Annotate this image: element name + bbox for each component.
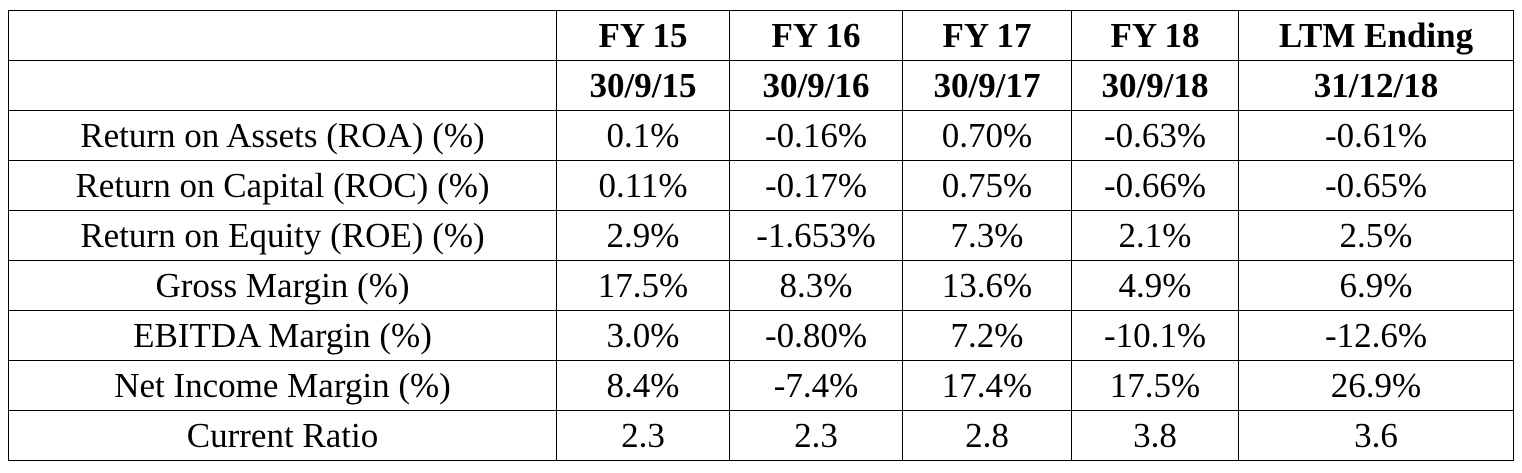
table-cell: 6.9% (1238, 260, 1514, 311)
table-cell: 17.5% (1071, 360, 1239, 411)
table-cell: 0.11% (556, 160, 730, 211)
table-cell: 2.3 (556, 410, 730, 461)
row-label: Gross Margin (%) (8, 260, 557, 311)
table-cell: 2.8 (902, 410, 1072, 461)
table-cell: 2.3 (729, 410, 903, 461)
header-row-date: 30/9/15 30/9/16 30/9/17 30/9/18 31/12/18 (8, 60, 1514, 111)
table-cell: 2.1% (1071, 210, 1239, 261)
table-cell: -7.4% (729, 360, 903, 411)
table-cell: 13.6% (902, 260, 1072, 311)
table-cell: 3.8 (1071, 410, 1239, 461)
row-label: Net Income Margin (%) (8, 360, 557, 411)
header-fy16: FY 16 (729, 10, 903, 61)
header-fy15: FY 15 (556, 10, 730, 61)
table-cell: 17.5% (556, 260, 730, 311)
row-label: Return on Capital (ROC) (%) (8, 160, 557, 211)
table-cell: 2.9% (556, 210, 730, 261)
table-cell: -0.63% (1071, 110, 1239, 161)
header-fy18: FY 18 (1071, 10, 1239, 61)
table-row: Return on Capital (ROC) (%) 0.11% -0.17%… (8, 160, 1514, 211)
row-label: Return on Assets (ROA) (%) (8, 110, 557, 161)
header-row-period: FY 15 FY 16 FY 17 FY 18 LTM Ending (8, 10, 1514, 61)
table-row: Current Ratio 2.3 2.3 2.8 3.8 3.6 (8, 410, 1514, 461)
header-date-fy17: 30/9/17 (902, 60, 1072, 111)
table-row: EBITDA Margin (%) 3.0% -0.80% 7.2% -10.1… (8, 310, 1514, 361)
table-row: Return on Assets (ROA) (%) 0.1% -0.16% 0… (8, 110, 1514, 161)
table-cell: -1.653% (729, 210, 903, 261)
table-cell: 7.3% (902, 210, 1072, 261)
table-row: Return on Equity (ROE) (%) 2.9% -1.653% … (8, 210, 1514, 261)
table-cell: -0.61% (1238, 110, 1514, 161)
financial-ratios-table: FY 15 FY 16 FY 17 FY 18 LTM Ending 30/9/… (8, 10, 1514, 461)
header-date-ltm: 31/12/18 (1238, 60, 1514, 111)
table-cell: 26.9% (1238, 360, 1514, 411)
table-cell: 8.4% (556, 360, 730, 411)
header-ltm: LTM Ending (1238, 10, 1514, 61)
header-corner-cell (8, 10, 557, 61)
table-cell: -0.16% (729, 110, 903, 161)
table-cell: -0.80% (729, 310, 903, 361)
table-cell: 3.0% (556, 310, 730, 361)
header-corner-cell-2 (8, 60, 557, 111)
table-cell: 0.70% (902, 110, 1072, 161)
row-label: Current Ratio (8, 410, 557, 461)
table-cell: 0.1% (556, 110, 730, 161)
table-cell: -10.1% (1071, 310, 1239, 361)
table-row: Net Income Margin (%) 8.4% -7.4% 17.4% 1… (8, 360, 1514, 411)
table-cell: 2.5% (1238, 210, 1514, 261)
table-row: Gross Margin (%) 17.5% 8.3% 13.6% 4.9% 6… (8, 260, 1514, 311)
table-cell: 7.2% (902, 310, 1072, 361)
row-label: EBITDA Margin (%) (8, 310, 557, 361)
table-cell: 8.3% (729, 260, 903, 311)
table-cell: 17.4% (902, 360, 1072, 411)
header-date-fy18: 30/9/18 (1071, 60, 1239, 111)
header-date-fy15: 30/9/15 (556, 60, 730, 111)
table-cell: 0.75% (902, 160, 1072, 211)
table-cell: -0.65% (1238, 160, 1514, 211)
row-label: Return on Equity (ROE) (%) (8, 210, 557, 261)
table-cell: -0.66% (1071, 160, 1239, 211)
table-cell: -12.6% (1238, 310, 1514, 361)
header-fy17: FY 17 (902, 10, 1072, 61)
table-cell: 4.9% (1071, 260, 1239, 311)
table-cell: -0.17% (729, 160, 903, 211)
table-cell: 3.6 (1238, 410, 1514, 461)
header-date-fy16: 30/9/16 (729, 60, 903, 111)
